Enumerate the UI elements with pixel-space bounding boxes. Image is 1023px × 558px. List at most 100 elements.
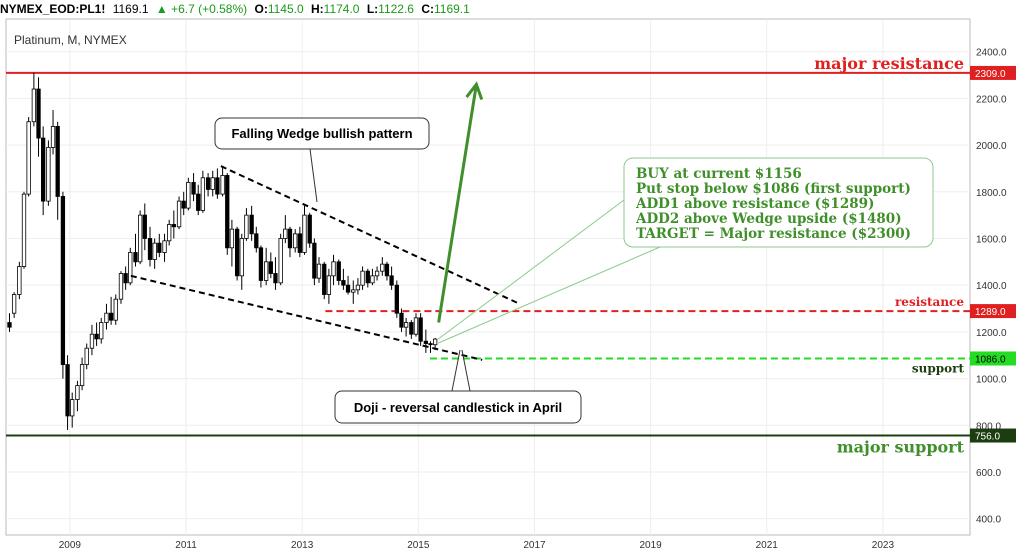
candle (336, 259, 341, 286)
candle (283, 215, 288, 244)
candle (167, 219, 172, 246)
candle (50, 110, 56, 155)
candle (186, 177, 191, 211)
candle (41, 126, 46, 216)
wedge-note: Falling Wedge bullish pattern (214, 117, 430, 150)
plot-area[interactable] (5, 18, 971, 536)
candle (428, 341, 433, 353)
candle-body-down (157, 242, 162, 253)
y-tick-label: 1400.0 (976, 281, 1007, 292)
candle (205, 173, 211, 197)
candle (399, 308, 404, 332)
candle (380, 257, 385, 276)
candle (268, 252, 273, 279)
plan-line: ADD1 above resistance ($1289) (635, 196, 874, 212)
y-tick-label: 2200.0 (976, 94, 1007, 105)
close-label: C: (421, 2, 434, 16)
candle (7, 313, 12, 332)
candle (220, 166, 225, 197)
candle (403, 317, 409, 337)
wedge-upper-trendline (220, 165, 518, 304)
grid (6, 19, 970, 535)
chart-title: Platinum, M, NYMEX (14, 33, 127, 47)
candle-body-down (273, 273, 278, 284)
candle-body-down (36, 88, 41, 139)
resistance-price-tag (970, 304, 1016, 319)
candle (331, 254, 336, 286)
high-value: 1174.0 (323, 2, 360, 16)
candle (254, 226, 259, 253)
price-axis[interactable]: 400.0 600.0 800.0 1000.0 1200.0 1400.0 1600.0 1… (976, 48, 1007, 526)
candle-body-up (326, 275, 332, 295)
x-tick-label: 2023 (872, 540, 895, 551)
candle (84, 343, 89, 370)
plan-line: ADD2 above Wedge upside ($1480) (635, 211, 902, 227)
time-axis[interactable]: 2009 2011 2013 2015 2017 2019 2021 2023 (59, 540, 895, 551)
candle-body-down (205, 177, 211, 190)
support-price-tag (970, 351, 1016, 366)
candle (293, 229, 298, 253)
candle-body-up (152, 242, 157, 260)
candle-body-up (31, 88, 37, 123)
candle-body-down (191, 182, 196, 195)
candle (99, 317, 104, 344)
y-tick-label: 400.0 (976, 515, 1001, 526)
candle-body-up (278, 238, 283, 284)
plan-note-pointer-upper (437, 199, 625, 340)
candle-body-down (225, 175, 230, 249)
candle (287, 226, 293, 258)
major-support-price-label: 756.0 (975, 432, 1000, 443)
candle (31, 72, 37, 127)
candle-body-down (345, 284, 351, 293)
candle (312, 238, 317, 286)
candle-body-up (210, 177, 215, 190)
candle-body-up (293, 233, 298, 249)
candle (351, 280, 356, 304)
support-text: support (912, 361, 965, 375)
symbol-name[interactable]: NYMEX_EOD:PL1! (0, 2, 106, 16)
candle (181, 191, 186, 216)
candle (142, 203, 147, 251)
candle-body-down (254, 233, 259, 249)
candle-body-down (234, 228, 240, 277)
candle (225, 173, 230, 255)
candle (341, 268, 346, 290)
candle-body-up (11, 294, 17, 314)
wedge-note-text: Falling Wedge bullish pattern (231, 126, 412, 141)
candle-body-down (297, 233, 302, 253)
target-arrow-head (465, 81, 484, 100)
candle (345, 275, 351, 295)
candle (171, 210, 176, 239)
resistance-text: resistance (895, 295, 964, 309)
candle-body-up (21, 193, 27, 267)
major-support-text: major support (837, 438, 965, 457)
candle-body-down (365, 270, 370, 284)
candle-body-up (46, 147, 51, 202)
candle-body-up (104, 312, 109, 323)
candle (384, 261, 390, 281)
plan-line: TARGET = Major resistance ($2300) (636, 226, 911, 242)
candle (94, 322, 99, 346)
candle-body-up (186, 182, 191, 209)
y-tick-label: 2400.0 (976, 48, 1007, 59)
resistance-price-label: 1289.0 (975, 307, 1006, 318)
candle-body-down (312, 242, 317, 279)
candle-body-up (99, 322, 104, 340)
candle-body-up (239, 238, 244, 277)
low-label: L: (366, 2, 379, 16)
candle-body-down (181, 200, 186, 209)
major-resistance-text: major resistance (814, 54, 964, 73)
candle-body-down (196, 193, 201, 211)
candle (55, 121, 60, 220)
candle-body-down (399, 312, 404, 328)
y-tick-label: 1200.0 (976, 328, 1007, 339)
candle (36, 77, 41, 157)
candle (365, 268, 370, 288)
candle (26, 117, 31, 197)
candle (196, 184, 201, 216)
candle (234, 226, 240, 281)
candle-body-up (167, 224, 172, 242)
change-up-icon: ▲ (155, 2, 168, 16)
candle-body-up (17, 266, 22, 295)
